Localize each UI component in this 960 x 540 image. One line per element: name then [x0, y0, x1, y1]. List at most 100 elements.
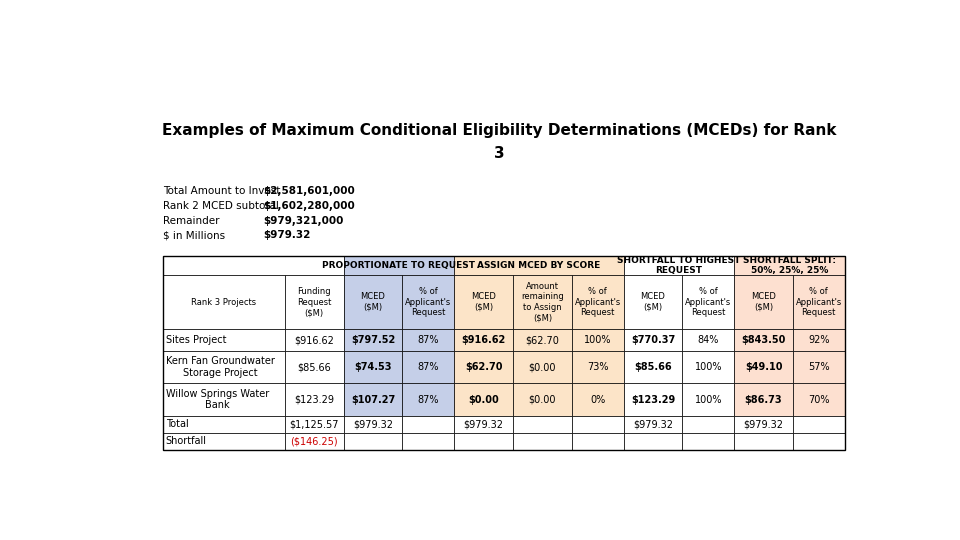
- Bar: [344, 416, 402, 433]
- Bar: [402, 275, 454, 329]
- Text: Examples of Maximum Conditional Eligibility Determinations (MCEDs) for Rank: Examples of Maximum Conditional Eligibil…: [162, 123, 837, 138]
- Text: 87%: 87%: [418, 335, 439, 345]
- Text: $2,581,601,000: $2,581,601,000: [263, 186, 355, 197]
- Bar: [623, 433, 683, 450]
- Text: Rank 3 Projects: Rank 3 Projects: [191, 298, 256, 307]
- Text: 92%: 92%: [808, 335, 829, 345]
- Text: 87%: 87%: [418, 362, 439, 372]
- Bar: [162, 351, 285, 383]
- Bar: [623, 351, 683, 383]
- Bar: [402, 329, 454, 351]
- Bar: [623, 275, 683, 329]
- Bar: [285, 329, 344, 351]
- Text: 100%: 100%: [584, 335, 612, 345]
- Bar: [344, 433, 402, 450]
- Bar: [623, 329, 683, 351]
- Bar: [734, 433, 793, 450]
- Bar: [734, 275, 793, 329]
- Text: MCED
($M): MCED ($M): [751, 293, 776, 312]
- Text: $0.00: $0.00: [529, 362, 556, 372]
- Text: 84%: 84%: [698, 335, 719, 345]
- Text: $979.32: $979.32: [464, 419, 504, 429]
- Bar: [454, 329, 513, 351]
- Text: Willow Springs Water
Bank: Willow Springs Water Bank: [166, 389, 269, 410]
- Bar: [572, 275, 623, 329]
- Text: Kern Fan Groundwater
Storage Project: Kern Fan Groundwater Storage Project: [166, 356, 275, 378]
- Text: $843.50: $843.50: [741, 335, 785, 345]
- Bar: [402, 433, 454, 450]
- Bar: [162, 256, 344, 275]
- Text: SHORTFALL SPLIT:
50%, 25%, 25%: SHORTFALL SPLIT: 50%, 25%, 25%: [743, 256, 836, 275]
- Text: 87%: 87%: [418, 395, 439, 404]
- Bar: [513, 416, 572, 433]
- Text: Sites Project: Sites Project: [166, 335, 227, 345]
- Bar: [572, 433, 623, 450]
- Bar: [402, 351, 454, 383]
- Text: Total Amount to Invest: Total Amount to Invest: [162, 186, 280, 197]
- Text: $123.29: $123.29: [631, 395, 675, 404]
- Text: $86.73: $86.73: [745, 395, 782, 404]
- Bar: [683, 416, 734, 433]
- Bar: [454, 275, 513, 329]
- Bar: [285, 433, 344, 450]
- Bar: [683, 383, 734, 416]
- Text: $979.32: $979.32: [353, 419, 393, 429]
- Text: $770.37: $770.37: [631, 335, 675, 345]
- Bar: [344, 383, 402, 416]
- Text: $0.00: $0.00: [468, 395, 499, 404]
- Text: 70%: 70%: [808, 395, 829, 404]
- Bar: [572, 383, 623, 416]
- Text: % of
Applicant's
Request: % of Applicant's Request: [405, 287, 451, 317]
- Bar: [683, 329, 734, 351]
- Text: ASSIGN MCED BY SCORE: ASSIGN MCED BY SCORE: [477, 261, 600, 270]
- Text: 3: 3: [494, 146, 505, 161]
- Text: % of
Applicant's
Request: % of Applicant's Request: [796, 287, 842, 317]
- Bar: [162, 329, 285, 351]
- Bar: [402, 383, 454, 416]
- Text: ($146.25): ($146.25): [290, 436, 338, 446]
- Text: $85.66: $85.66: [635, 362, 672, 372]
- Text: Rank 2 MCED subtotal: Rank 2 MCED subtotal: [162, 201, 278, 211]
- Text: % of
Applicant's
Request: % of Applicant's Request: [685, 287, 732, 317]
- Bar: [454, 433, 513, 450]
- Bar: [285, 351, 344, 383]
- Bar: [793, 383, 845, 416]
- Text: 73%: 73%: [587, 362, 609, 372]
- Text: $1,125.57: $1,125.57: [289, 419, 339, 429]
- Bar: [793, 433, 845, 450]
- Text: 0%: 0%: [590, 395, 606, 404]
- Bar: [344, 275, 402, 329]
- Text: $1,602,280,000: $1,602,280,000: [263, 201, 355, 211]
- Bar: [623, 256, 734, 275]
- Bar: [344, 329, 402, 351]
- Bar: [793, 351, 845, 383]
- Text: SHORTFALL TO HIGHEST
REQUEST: SHORTFALL TO HIGHEST REQUEST: [617, 256, 740, 275]
- Bar: [572, 351, 623, 383]
- Text: $62.70: $62.70: [465, 362, 502, 372]
- Bar: [734, 329, 793, 351]
- Bar: [454, 383, 513, 416]
- Bar: [683, 351, 734, 383]
- Text: $123.29: $123.29: [294, 395, 334, 404]
- Text: $797.52: $797.52: [350, 335, 396, 345]
- Text: Amount
remaining
to Assign
($M): Amount remaining to Assign ($M): [521, 282, 564, 322]
- Text: $979,321,000: $979,321,000: [263, 215, 344, 226]
- Bar: [683, 433, 734, 450]
- Bar: [572, 416, 623, 433]
- Bar: [513, 329, 572, 351]
- Bar: [162, 416, 285, 433]
- Bar: [734, 416, 793, 433]
- Text: $916.62: $916.62: [294, 335, 334, 345]
- Bar: [513, 433, 572, 450]
- Bar: [162, 275, 285, 329]
- Text: % of
Applicant's
Request: % of Applicant's Request: [574, 287, 621, 317]
- Text: $979.32: $979.32: [263, 231, 311, 240]
- Bar: [513, 275, 572, 329]
- Bar: [162, 433, 285, 450]
- Text: $62.70: $62.70: [525, 335, 560, 345]
- Text: PROPORTIONATE TO REQUEST: PROPORTIONATE TO REQUEST: [323, 261, 475, 270]
- Bar: [513, 351, 572, 383]
- Bar: [285, 416, 344, 433]
- Text: $ in Millions: $ in Millions: [162, 231, 225, 240]
- Text: $979.32: $979.32: [743, 419, 783, 429]
